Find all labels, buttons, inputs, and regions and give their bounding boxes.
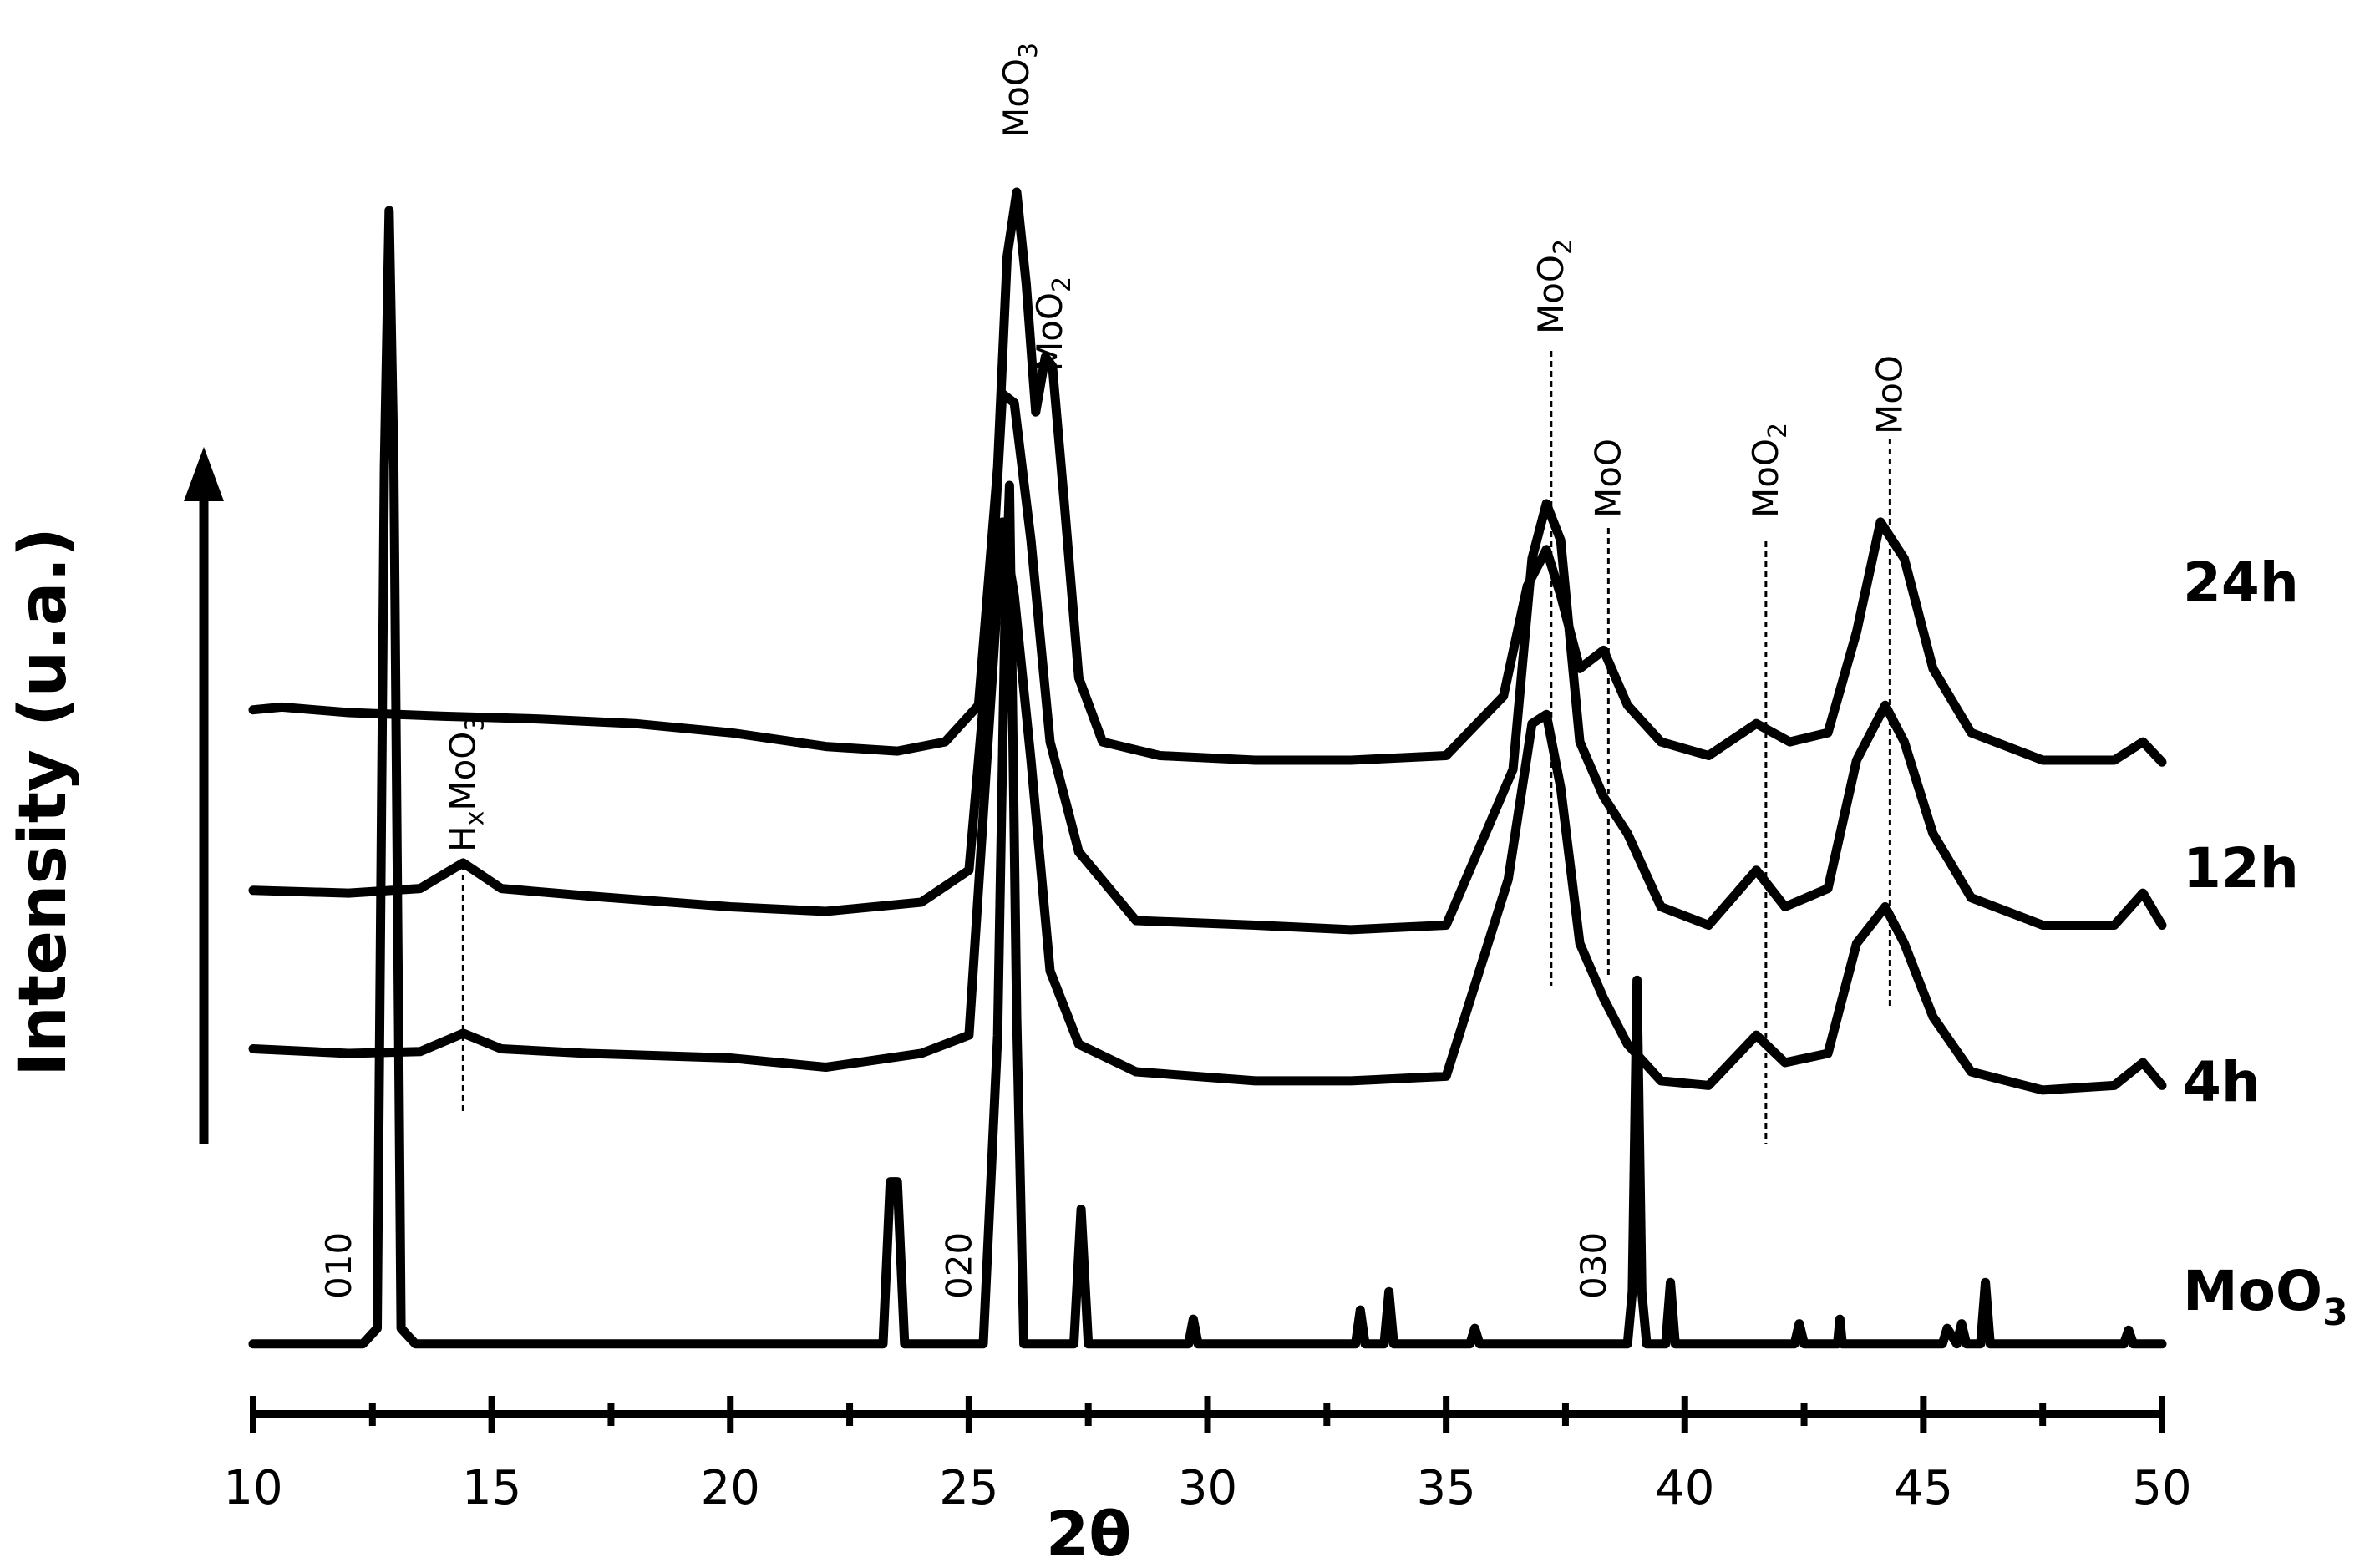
y-axis-label: Intensity (u.a.) [6, 527, 81, 1076]
trace-12h [248, 388, 2167, 935]
series-label-24h: 24h [2183, 551, 2299, 615]
trace-4h [248, 517, 2167, 1095]
reflection-label: 020 [938, 1232, 979, 1299]
x-tick-label: 50 [2132, 1461, 2191, 1515]
reflection-label: 030 [1573, 1232, 1614, 1299]
x-axis-label: 2θ [1046, 1499, 1131, 1568]
x-tick-label: 45 [1894, 1461, 1953, 1515]
phase-annotations: MoO3 MoO2 MoO2 MoO MoO2 MoO HxMoO3 [442, 43, 1910, 852]
phase-annotation: MoO2 [1745, 423, 1793, 518]
phase-annotation: MoO [1869, 355, 1910, 434]
x-tick-label: 30 [1178, 1461, 1237, 1515]
phase-annotation: MoO2 [1530, 239, 1578, 334]
x-tick-label: 35 [1416, 1461, 1475, 1515]
x-tick-label: 15 [462, 1461, 521, 1515]
trace-moo3 [248, 206, 2167, 1349]
series-label-12h: 12h [2183, 836, 2299, 901]
reflection-labels: 010 020 030 [318, 1232, 1614, 1299]
x-axis: 10 15 20 25 30 35 40 45 50 [223, 1396, 2192, 1515]
x-tick-label: 20 [701, 1461, 760, 1515]
y-axis-arrow [184, 447, 224, 1144]
trace-24h [248, 187, 2167, 767]
series-labels: 24h 12h 4h MoO3 [2183, 551, 2348, 1334]
phase-annotation: MoO3 [996, 43, 1043, 138]
phase-annotation: MoO2 [1029, 277, 1077, 372]
traces [248, 187, 2167, 1349]
x-tick-label: 10 [223, 1461, 282, 1515]
series-label-4h: 4h [2183, 1050, 2261, 1114]
phase-annotation: MoO [1587, 439, 1628, 518]
reflection-label: 010 [318, 1232, 359, 1299]
phase-annotation: HxMoO3 [442, 716, 490, 852]
series-label-moo3: MoO3 [2183, 1259, 2348, 1334]
x-tick-label: 25 [939, 1461, 998, 1515]
x-tick-label: 40 [1655, 1461, 1714, 1515]
